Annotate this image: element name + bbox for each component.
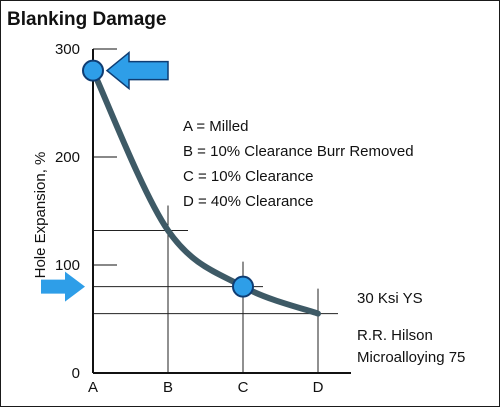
yield-strength-note: 30 Ksi YS bbox=[357, 290, 423, 307]
source-note-line2: Microalloying 75 bbox=[357, 349, 465, 366]
x-tick-label-a: A bbox=[88, 379, 98, 396]
highlight-marker-c bbox=[232, 275, 254, 298]
legend-entry-d: D = 40% Clearance bbox=[183, 193, 314, 210]
highlight-marker-a bbox=[82, 59, 104, 82]
chart-title: Blanking Damage bbox=[7, 9, 166, 30]
axis-ticks: 0 100 200 300 A B C D bbox=[55, 41, 324, 396]
y-tick-label-100: 100 bbox=[55, 257, 80, 274]
source-note-line1: R.R. Hilson bbox=[357, 327, 433, 344]
legend: A = Milled B = 10% Clearance Burr Remove… bbox=[183, 118, 414, 210]
y-tick-label-300: 300 bbox=[55, 41, 80, 58]
y-tick-label-0: 0 bbox=[72, 365, 80, 382]
legend-entry-a: A = Milled bbox=[183, 118, 248, 135]
axes bbox=[92, 49, 351, 374]
arrow-icon-left bbox=[41, 271, 85, 302]
y-axis-title: Hole Expansion, % bbox=[32, 152, 49, 279]
reference-lines bbox=[93, 205, 338, 373]
x-tick-label-b: B bbox=[163, 379, 173, 396]
x-tick-label-d: D bbox=[313, 379, 324, 396]
y-tick-label-200: 200 bbox=[55, 149, 80, 166]
legend-entry-b: B = 10% Clearance Burr Removed bbox=[183, 143, 414, 160]
x-tick-label-c: C bbox=[238, 379, 249, 396]
series-line bbox=[90, 67, 321, 317]
arrow-icon-top bbox=[105, 51, 169, 91]
marker-layer bbox=[41, 51, 254, 302]
series-layer bbox=[90, 67, 321, 317]
legend-entry-c: C = 10% Clearance bbox=[183, 168, 314, 185]
